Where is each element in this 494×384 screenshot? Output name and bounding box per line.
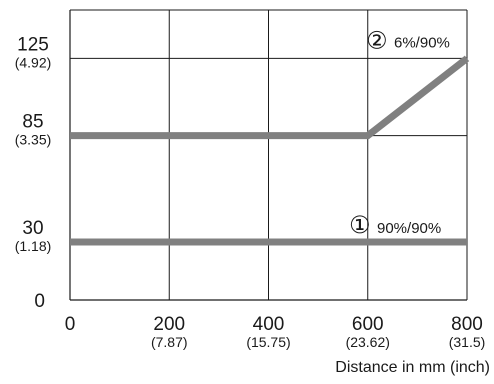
series-2-marker: ②	[366, 27, 388, 54]
y-tick-sublabel-125: (4.92)	[15, 54, 52, 70]
x-tick-label-0: 0	[65, 314, 76, 335]
grid-lines	[70, 9, 468, 300]
x-tick-label-600: 600	[352, 314, 384, 335]
series-line-2	[70, 55, 470, 140]
y-tick-label-0: 0	[34, 291, 45, 312]
axes	[69, 10, 467, 301]
series-1-marker: ①	[349, 212, 371, 239]
series-1-label: 90%/90%	[377, 220, 441, 237]
y-tick-label-125: 125	[17, 34, 49, 55]
x-tick-sublabel-400: (15.75)	[246, 334, 290, 350]
x-tick-sublabel-800: (31.5)	[449, 334, 486, 350]
y-tick-sublabel-85: (3.35)	[15, 132, 52, 148]
series-lines	[70, 55, 470, 246]
x-tick-sublabel-200: (7.87)	[151, 334, 188, 350]
y-tick-label-85: 85	[22, 112, 43, 133]
chart-labels: 0 200(7.87) 400(15.75) 600(23.62) 800(31.5) 0…	[15, 27, 490, 376]
x-tick-label-200: 200	[153, 314, 185, 335]
series-2-label: 6%/90%	[394, 34, 450, 51]
x-tick-label-800: 800	[451, 314, 483, 335]
x-tick-sublabel-600: (23.62)	[346, 334, 390, 350]
y-tick-label-30: 30	[22, 218, 43, 239]
x-axis-title: Distance in mm (inch)	[335, 359, 490, 376]
x-tick-label-400: 400	[253, 314, 285, 335]
y-tick-sublabel-30: (1.18)	[15, 238, 52, 254]
